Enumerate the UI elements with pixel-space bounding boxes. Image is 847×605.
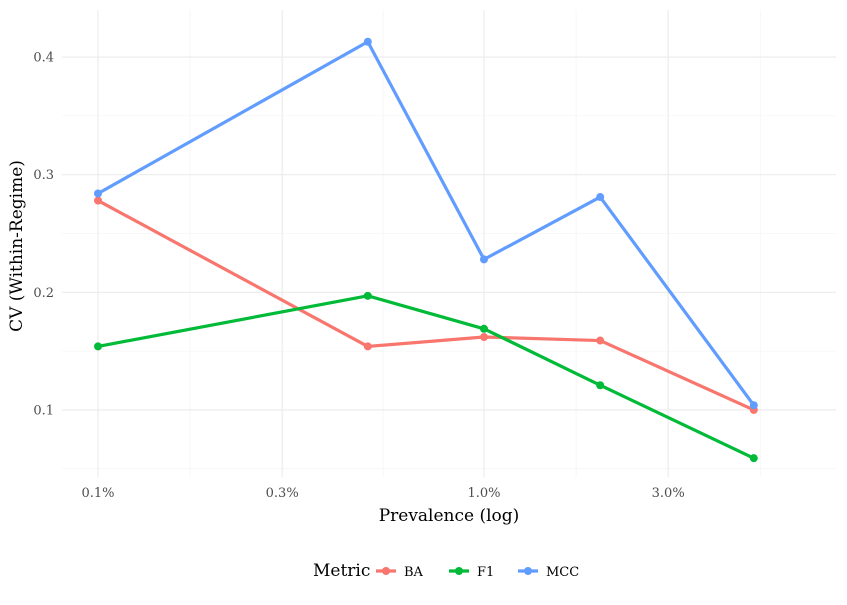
data-point-mcc: [94, 189, 102, 198]
y-tick-labels: 0.1 0.2 0.3 0.4: [33, 51, 54, 419]
data-point-ba: [480, 333, 488, 342]
x-axis-title: Prevalence (log): [379, 506, 520, 526]
x-tick-label: 0.3%: [266, 486, 299, 501]
data-point-f1: [94, 342, 102, 351]
data-point-f1: [596, 381, 605, 390]
series-points: [94, 37, 758, 463]
minor-gridlines: [62, 10, 836, 477]
legend-label-mcc: MCC: [546, 565, 579, 580]
data-point-ba: [596, 336, 605, 345]
y-tick-label: 0.1: [33, 403, 54, 418]
data-point-mcc: [480, 255, 488, 264]
legend-items: BA F1 MCC: [376, 565, 579, 580]
x-tick-label: 3.0%: [652, 486, 685, 501]
data-point-mcc: [363, 37, 372, 46]
legend-title: Metric: [313, 561, 370, 581]
legend-key-point-f1: [455, 567, 463, 575]
y-tick-label: 0.4: [33, 51, 54, 66]
series-line-mcc: [97, 40, 756, 407]
data-point-ba: [363, 342, 372, 351]
data-point-f1: [480, 324, 488, 333]
data-point-ba: [94, 196, 102, 205]
series-lines: [97, 40, 756, 460]
data-point-mcc: [749, 401, 758, 410]
legend-key-point-mcc: [524, 567, 532, 575]
data-point-f1: [749, 454, 758, 463]
x-tick-label: 0.1%: [81, 486, 114, 501]
data-point-f1: [363, 291, 372, 300]
data-point-mcc: [596, 193, 605, 202]
x-tick-labels: 0.1% 0.3% 1.0% 3.0%: [81, 486, 684, 501]
legend-key-point-ba: [382, 567, 390, 575]
legend-label-ba: BA: [404, 565, 424, 580]
x-tick-label: 1.0%: [467, 486, 500, 501]
y-tick-label: 0.3: [33, 168, 54, 183]
legend: Metric BA F1 MCC: [313, 561, 579, 581]
y-axis-title: CV (Within-Regime): [7, 160, 27, 332]
series-line-f1: [97, 294, 755, 460]
major-gridlines: [62, 10, 836, 477]
legend-label-f1: F1: [477, 565, 494, 580]
series-line-ba: [97, 199, 755, 412]
y-tick-label: 0.2: [33, 286, 54, 301]
